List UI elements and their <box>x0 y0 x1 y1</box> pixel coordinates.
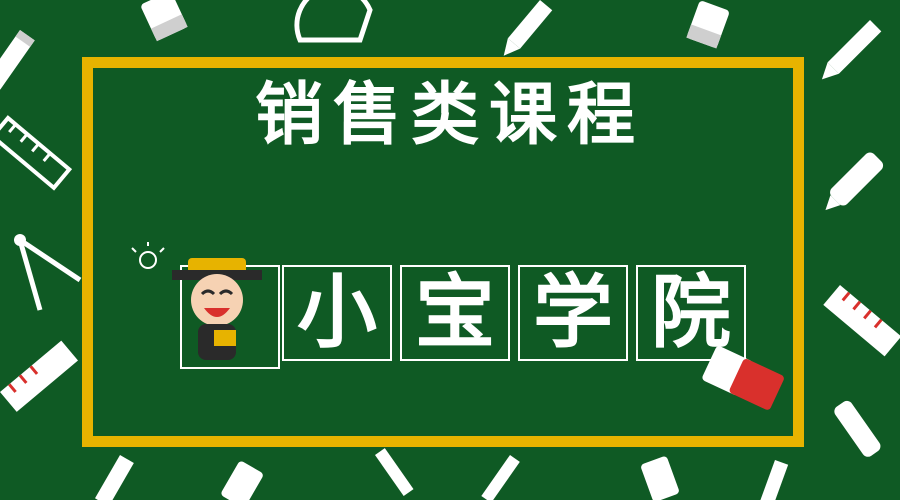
ruler-icon <box>823 285 900 357</box>
pencil-icon <box>503 0 553 56</box>
mascot-icon <box>172 258 262 360</box>
banner-title: 销售类课程 <box>254 76 645 155</box>
pencil-icon <box>834 400 881 457</box>
pencil-icon <box>375 448 414 496</box>
protractor-icon <box>294 0 373 43</box>
pencil-icon <box>95 455 134 500</box>
eraser-icon <box>686 1 729 49</box>
pencil-icon <box>825 152 884 211</box>
eraser-icon <box>141 0 188 42</box>
name-char-box: 小 <box>282 265 392 361</box>
name-char-box: 宝 <box>400 265 510 361</box>
eraser-icon <box>641 456 679 500</box>
eraser-icon <box>702 346 784 410</box>
pencil-icon <box>821 20 882 80</box>
name-char-box: 院 <box>636 265 746 361</box>
ruler-icon <box>0 115 73 191</box>
academy-name: 小 宝 学 院 <box>282 265 746 361</box>
ruler-icon <box>0 340 78 412</box>
chalkboard-frame <box>82 57 804 447</box>
compass-icon <box>14 234 82 311</box>
lightbulb-icon <box>131 242 165 269</box>
name-char-box: 学 <box>518 265 628 361</box>
pencil-icon <box>757 460 789 500</box>
pencil-icon <box>0 29 35 100</box>
pencil-icon <box>481 455 520 500</box>
eraser-icon <box>221 461 263 500</box>
